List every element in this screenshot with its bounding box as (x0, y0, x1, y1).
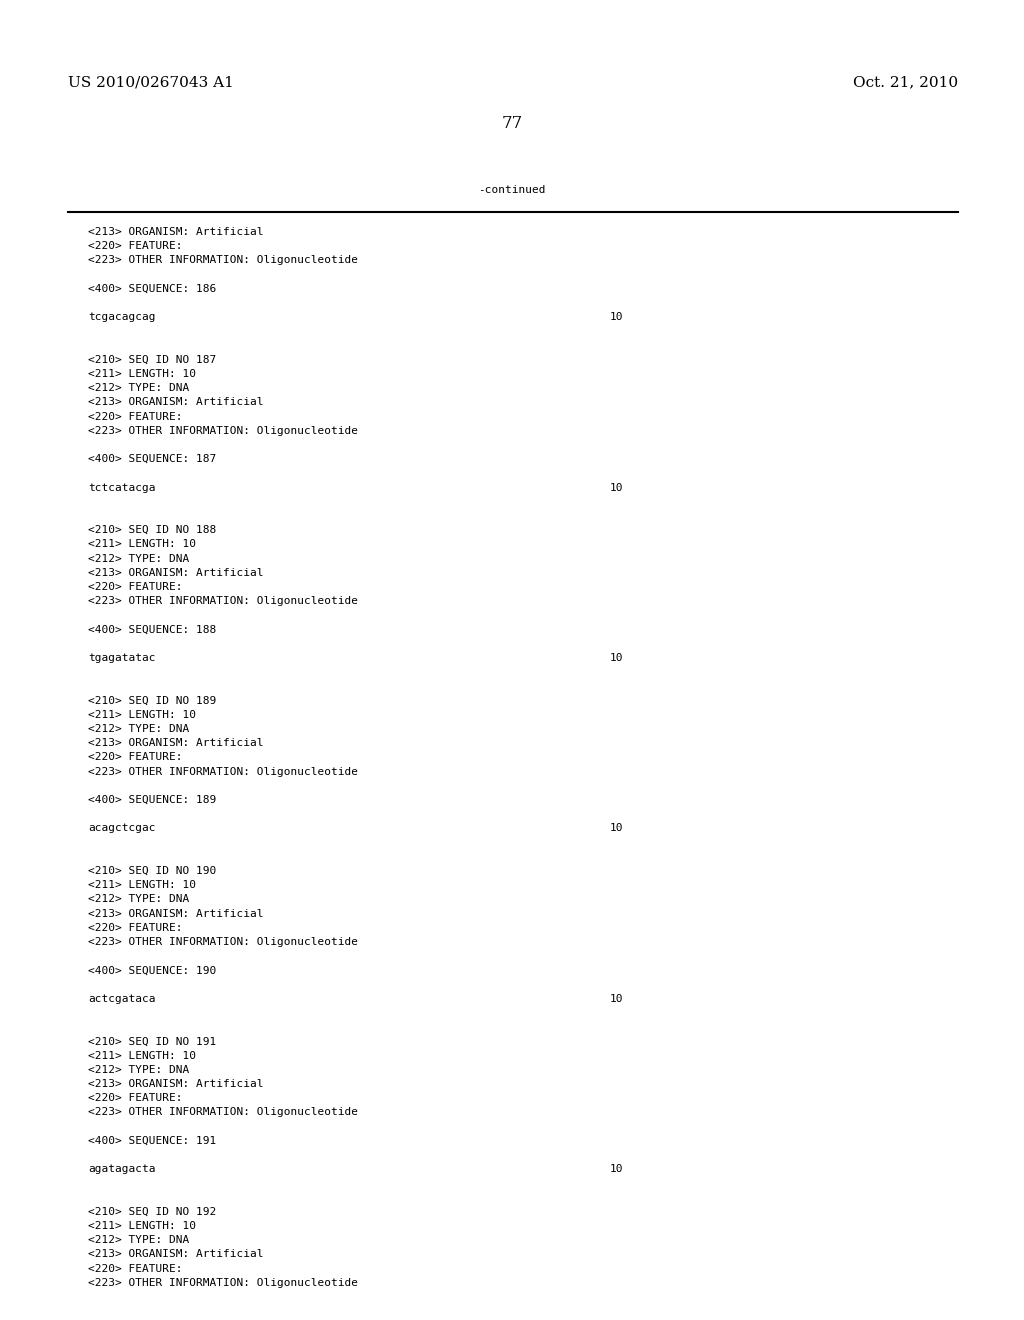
Text: Oct. 21, 2010: Oct. 21, 2010 (853, 75, 958, 88)
Text: acagctcgac: acagctcgac (88, 824, 156, 833)
Text: <210> SEQ ID NO 191: <210> SEQ ID NO 191 (88, 1036, 216, 1047)
Text: -continued: -continued (478, 185, 546, 195)
Text: <210> SEQ ID NO 187: <210> SEQ ID NO 187 (88, 355, 216, 364)
Text: US 2010/0267043 A1: US 2010/0267043 A1 (68, 75, 233, 88)
Text: <212> TYPE: DNA: <212> TYPE: DNA (88, 1065, 189, 1074)
Text: <220> FEATURE:: <220> FEATURE: (88, 752, 182, 763)
Text: 10: 10 (610, 313, 624, 322)
Text: <223> OTHER INFORMATION: Oligonucleotide: <223> OTHER INFORMATION: Oligonucleotide (88, 1278, 358, 1288)
Text: <210> SEQ ID NO 190: <210> SEQ ID NO 190 (88, 866, 216, 876)
Text: <213> ORGANISM: Artificial: <213> ORGANISM: Artificial (88, 1078, 263, 1089)
Text: <220> FEATURE:: <220> FEATURE: (88, 1263, 182, 1274)
Text: <211> LENGTH: 10: <211> LENGTH: 10 (88, 710, 196, 719)
Text: <211> LENGTH: 10: <211> LENGTH: 10 (88, 540, 196, 549)
Text: <213> ORGANISM: Artificial: <213> ORGANISM: Artificial (88, 738, 263, 748)
Text: <212> TYPE: DNA: <212> TYPE: DNA (88, 1236, 189, 1245)
Text: <212> TYPE: DNA: <212> TYPE: DNA (88, 553, 189, 564)
Text: <223> OTHER INFORMATION: Oligonucleotide: <223> OTHER INFORMATION: Oligonucleotide (88, 937, 358, 946)
Text: <212> TYPE: DNA: <212> TYPE: DNA (88, 895, 189, 904)
Text: tctcatacga: tctcatacga (88, 483, 156, 492)
Text: <223> OTHER INFORMATION: Oligonucleotide: <223> OTHER INFORMATION: Oligonucleotide (88, 426, 358, 436)
Text: <210> SEQ ID NO 192: <210> SEQ ID NO 192 (88, 1206, 216, 1217)
Text: <400> SEQUENCE: 188: <400> SEQUENCE: 188 (88, 624, 216, 635)
Text: <223> OTHER INFORMATION: Oligonucleotide: <223> OTHER INFORMATION: Oligonucleotide (88, 767, 358, 776)
Text: <400> SEQUENCE: 190: <400> SEQUENCE: 190 (88, 965, 216, 975)
Text: <213> ORGANISM: Artificial: <213> ORGANISM: Artificial (88, 568, 263, 578)
Text: <223> OTHER INFORMATION: Oligonucleotide: <223> OTHER INFORMATION: Oligonucleotide (88, 597, 358, 606)
Text: <213> ORGANISM: Artificial: <213> ORGANISM: Artificial (88, 908, 263, 919)
Text: 10: 10 (610, 483, 624, 492)
Text: <220> FEATURE:: <220> FEATURE: (88, 1093, 182, 1104)
Text: <211> LENGTH: 10: <211> LENGTH: 10 (88, 370, 196, 379)
Text: <400> SEQUENCE: 186: <400> SEQUENCE: 186 (88, 284, 216, 294)
Text: 10: 10 (610, 824, 624, 833)
Text: <223> OTHER INFORMATION: Oligonucleotide: <223> OTHER INFORMATION: Oligonucleotide (88, 1107, 358, 1118)
Text: <400> SEQUENCE: 187: <400> SEQUENCE: 187 (88, 454, 216, 465)
Text: 10: 10 (610, 653, 624, 663)
Text: 10: 10 (610, 994, 624, 1003)
Text: agatagacta: agatagacta (88, 1164, 156, 1175)
Text: <212> TYPE: DNA: <212> TYPE: DNA (88, 723, 189, 734)
Text: tcgacagcag: tcgacagcag (88, 313, 156, 322)
Text: <220> FEATURE:: <220> FEATURE: (88, 242, 182, 251)
Text: <211> LENGTH: 10: <211> LENGTH: 10 (88, 1221, 196, 1232)
Text: <400> SEQUENCE: 189: <400> SEQUENCE: 189 (88, 795, 216, 805)
Text: <220> FEATURE:: <220> FEATURE: (88, 412, 182, 421)
Text: 10: 10 (610, 1164, 624, 1175)
Text: <220> FEATURE:: <220> FEATURE: (88, 923, 182, 933)
Text: <220> FEATURE:: <220> FEATURE: (88, 582, 182, 591)
Text: <211> LENGTH: 10: <211> LENGTH: 10 (88, 1051, 196, 1060)
Text: <212> TYPE: DNA: <212> TYPE: DNA (88, 383, 189, 393)
Text: <213> ORGANISM: Artificial: <213> ORGANISM: Artificial (88, 227, 263, 238)
Text: <213> ORGANISM: Artificial: <213> ORGANISM: Artificial (88, 1250, 263, 1259)
Text: <211> LENGTH: 10: <211> LENGTH: 10 (88, 880, 196, 890)
Text: <400> SEQUENCE: 191: <400> SEQUENCE: 191 (88, 1135, 216, 1146)
Text: <210> SEQ ID NO 188: <210> SEQ ID NO 188 (88, 525, 216, 535)
Text: <223> OTHER INFORMATION: Oligonucleotide: <223> OTHER INFORMATION: Oligonucleotide (88, 255, 358, 265)
Text: actcgataca: actcgataca (88, 994, 156, 1003)
Text: tgagatatac: tgagatatac (88, 653, 156, 663)
Text: <210> SEQ ID NO 189: <210> SEQ ID NO 189 (88, 696, 216, 706)
Text: <213> ORGANISM: Artificial: <213> ORGANISM: Artificial (88, 397, 263, 408)
Text: 77: 77 (502, 115, 522, 132)
